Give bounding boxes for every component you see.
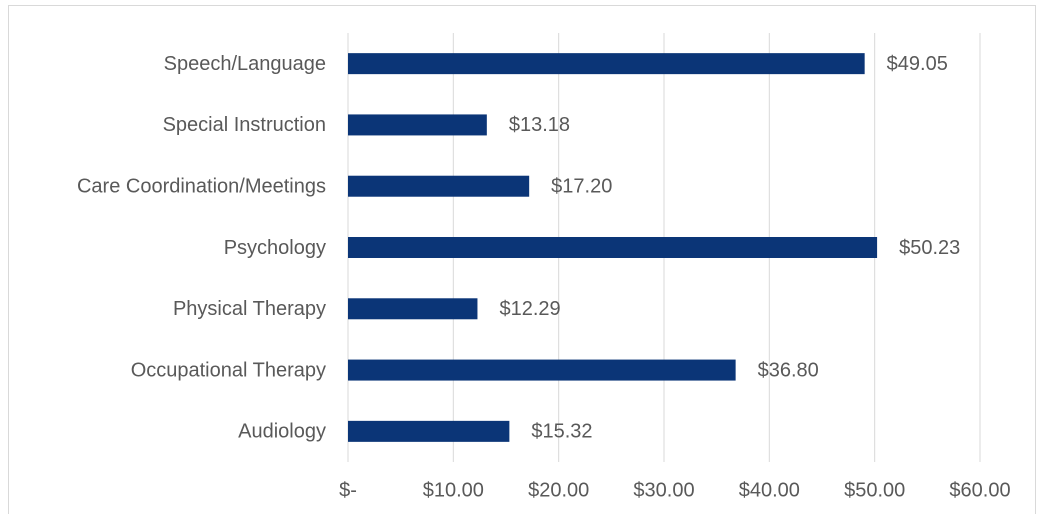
value-label: $17.20 bbox=[551, 175, 612, 197]
x-tick-label: $- bbox=[339, 479, 357, 501]
x-tick-label: $40.00 bbox=[739, 479, 800, 501]
value-label: $36.80 bbox=[758, 359, 819, 381]
value-label: $13.18 bbox=[509, 114, 570, 136]
bar bbox=[348, 175, 530, 197]
bar bbox=[348, 114, 487, 136]
value-label: $15.32 bbox=[531, 421, 592, 443]
y-tick-label: Psychology bbox=[224, 237, 326, 259]
bar bbox=[348, 359, 736, 381]
bar bbox=[348, 53, 865, 75]
x-tick-label: $30.00 bbox=[633, 479, 694, 501]
y-tick-label: Special Instruction bbox=[163, 114, 326, 136]
value-label: $49.05 bbox=[887, 53, 948, 75]
bar bbox=[348, 237, 878, 258]
x-tick-label: $20.00 bbox=[528, 479, 589, 501]
y-tick-label: Physical Therapy bbox=[173, 298, 326, 320]
bar bbox=[348, 420, 510, 442]
bar bbox=[348, 298, 478, 320]
x-tick-label: $50.00 bbox=[844, 479, 905, 501]
y-tick-label: Occupational Therapy bbox=[131, 359, 326, 381]
value-label: $50.23 bbox=[899, 237, 960, 259]
y-tick-label: Speech/Language bbox=[164, 53, 326, 75]
y-tick-label: Care Coordination/Meetings bbox=[77, 175, 326, 197]
chart-frame bbox=[8, 5, 1036, 514]
y-tick-label: Audiology bbox=[238, 421, 326, 443]
value-label: $12.29 bbox=[499, 298, 560, 320]
x-tick-label: $60.00 bbox=[949, 479, 1010, 501]
x-tick-label: $10.00 bbox=[423, 479, 484, 501]
